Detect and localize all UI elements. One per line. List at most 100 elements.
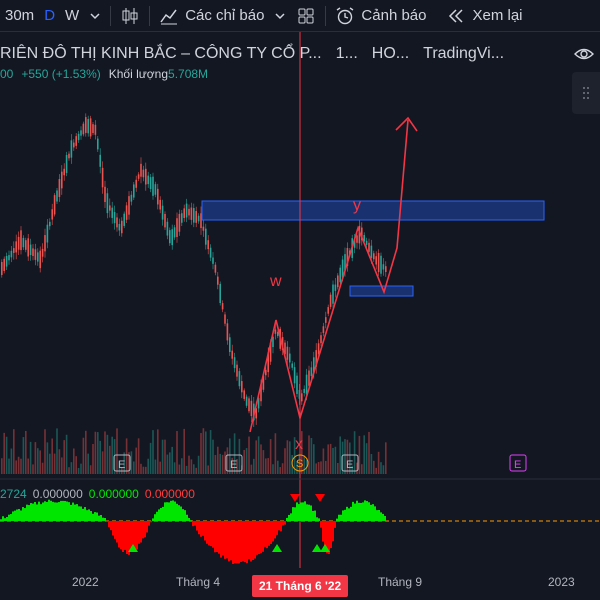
oscillator-bar (360, 502, 362, 521)
grid-layout-icon[interactable] (291, 0, 321, 32)
volume-bar (37, 448, 39, 474)
price-change: +550 (+1.53%) (21, 67, 101, 81)
oscillator-bar (118, 521, 120, 548)
volume-bar (51, 438, 53, 474)
oscillator-bar (236, 521, 238, 564)
candle-body (142, 169, 145, 178)
candle-body (85, 117, 87, 133)
volume-bar (231, 457, 233, 474)
chevron-down-icon[interactable] (84, 0, 106, 32)
candle-body (25, 240, 27, 250)
resistance-zone[interactable] (201, 200, 545, 221)
earnings-marker-future[interactable]: E (509, 454, 527, 472)
volume-bar (137, 438, 140, 474)
wave-label-x: x (295, 436, 303, 453)
price-value: 00 (0, 67, 14, 81)
candle-body (368, 242, 370, 252)
eye-icon[interactable] (574, 45, 594, 68)
oscillator-bar (348, 508, 350, 521)
volume-bar (63, 440, 65, 474)
volume-bar (265, 458, 267, 474)
oscillator-bar (340, 514, 342, 521)
candle-body (382, 264, 385, 270)
drag-handle-icon[interactable] (572, 72, 600, 114)
volume-bar (281, 463, 284, 474)
candle-body (75, 136, 77, 146)
oscillator-bar (126, 521, 128, 555)
candle-body (291, 363, 293, 368)
candle-body (104, 186, 106, 203)
candle-body (212, 257, 214, 264)
oscillator-bar (80, 506, 82, 521)
candle-body (327, 307, 329, 314)
chevron-down-icon[interactable] (269, 0, 291, 32)
alerts-button[interactable]: Cảnh báo (330, 0, 431, 32)
oscillator-bar (248, 521, 250, 560)
volume-bar (224, 451, 226, 474)
oscillator-bar (356, 500, 358, 521)
candle-body (173, 227, 176, 238)
symbol-legend[interactable]: RIÊN ĐÔ THỊ KINH BẮC – CÔNG TY CỔ P... 1… (0, 42, 600, 66)
volume-bar (219, 453, 221, 474)
oscillator-bar (368, 502, 370, 521)
oscillator-bar (38, 501, 40, 521)
volume-bar (178, 464, 181, 474)
candle-body (159, 199, 161, 210)
replay-button[interactable]: Xem lại (441, 0, 527, 32)
oscillator-bar (16, 509, 18, 521)
candle-body (27, 238, 29, 257)
candle-body (49, 221, 51, 227)
oscillator-bar (334, 521, 336, 528)
oscillator-bar (310, 505, 312, 521)
indicators-icon (159, 6, 179, 26)
candle-body (121, 220, 123, 234)
oscillator-bar (96, 512, 98, 521)
volume-bar (325, 460, 327, 474)
oscillator-bar (34, 501, 36, 521)
oscillator-bar (192, 521, 194, 527)
earnings-marker[interactable]: E (113, 454, 131, 472)
candle-body (265, 369, 267, 376)
earnings-marker[interactable]: E (225, 454, 243, 472)
volume-bar (87, 453, 89, 474)
volume-bar (29, 441, 32, 474)
interval-30m[interactable]: 30m (5, 7, 35, 24)
candle-body (125, 205, 128, 220)
interval-d[interactable]: D (44, 7, 56, 24)
candle-body (308, 370, 310, 386)
oscillator-bar (82, 508, 84, 521)
candle-body (274, 329, 277, 334)
oscillator-bar (68, 502, 70, 521)
candle-body (317, 343, 320, 355)
oscillator-bar (120, 521, 122, 550)
oscillator-bar (228, 521, 230, 562)
oscillator-bar (124, 521, 126, 550)
candle-body (37, 252, 39, 262)
oscillator-bar (306, 504, 308, 521)
candle-body (214, 264, 217, 273)
oscillator-bar (148, 521, 150, 526)
volume-bar (217, 446, 219, 474)
wave-projection-line[interactable] (249, 119, 409, 433)
time-axis[interactable]: 2022 Tháng 4 21 Tháng 6 '22 Tháng 9 2023 (0, 568, 600, 600)
candle-body (289, 353, 291, 363)
volume-bar (245, 448, 248, 474)
interval-w[interactable]: W (65, 7, 80, 24)
oscillator-bar (72, 502, 74, 521)
volume-bar (70, 462, 73, 474)
candle-body (207, 240, 209, 250)
split-marker[interactable]: S (291, 454, 309, 472)
oscillator-bar (106, 521, 108, 523)
candle-body (375, 256, 377, 265)
indicators-button[interactable]: Các chỉ báo (154, 0, 269, 32)
candle-body (80, 130, 82, 136)
svg-text:S: S (296, 458, 303, 470)
volume-bar (337, 463, 339, 474)
volume-bar (128, 452, 130, 474)
candle-body (152, 176, 154, 196)
candle-body (269, 342, 272, 362)
candlestick-icon[interactable] (115, 0, 145, 32)
divider (110, 5, 112, 26)
earnings-marker[interactable]: E (341, 454, 359, 472)
